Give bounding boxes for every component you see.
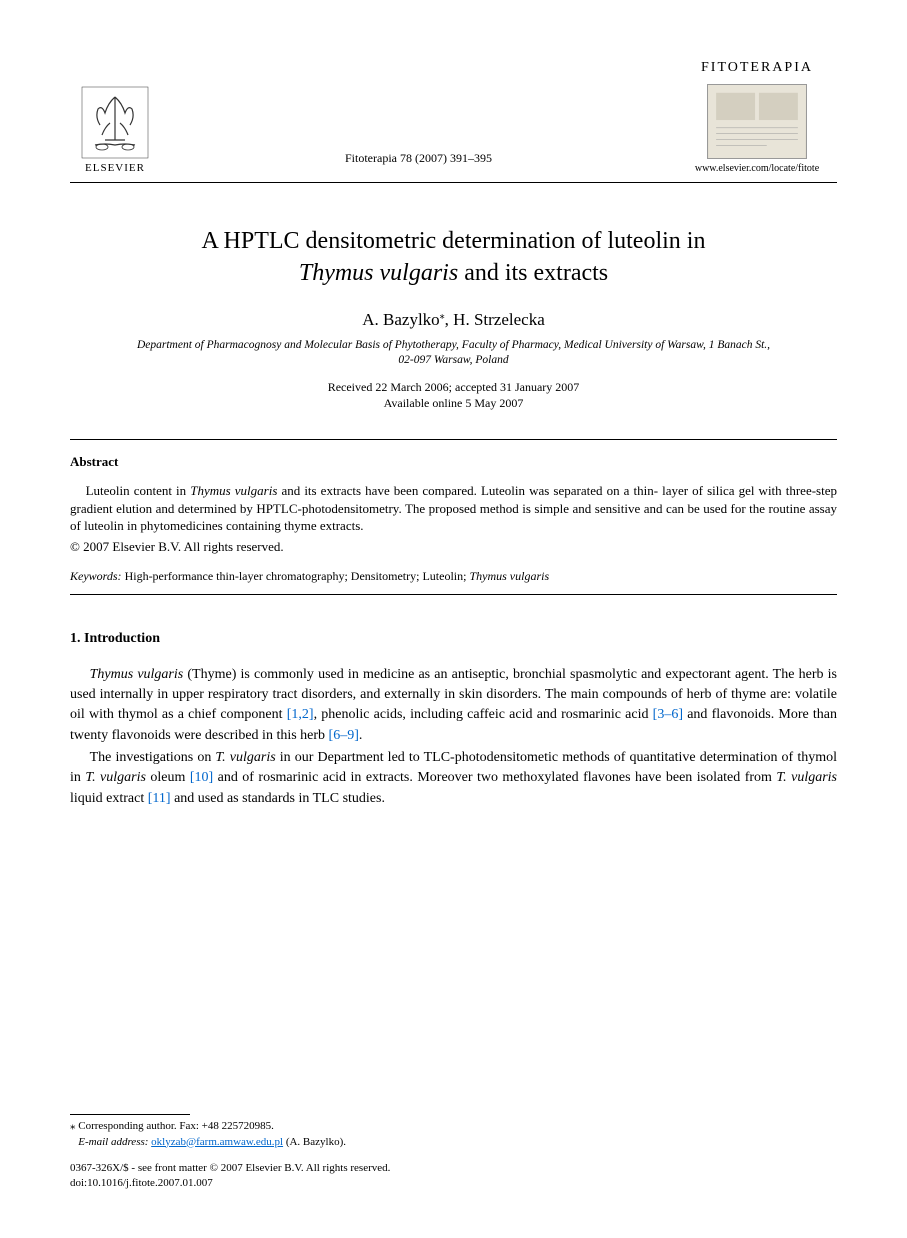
footnote-email-line: E-mail address: oklyzab@farm.amwaw.edu.p… — [70, 1135, 837, 1150]
p2-i1: T. vulgaris — [215, 750, 275, 765]
abstract-heading: Abstract — [70, 454, 837, 470]
elsevier-tree-icon — [80, 85, 150, 160]
keywords-species: Thymus vulgaris — [469, 569, 549, 583]
p2-i3: T. vulgaris — [776, 770, 837, 785]
dates-block: Received 22 March 2006; accepted 31 Janu… — [70, 379, 837, 411]
copyright-block: 0367-326X/$ - see front matter © 2007 El… — [70, 1161, 837, 1190]
header-rule — [70, 182, 837, 183]
abstract-bottom-rule — [70, 594, 837, 595]
ref-3-6[interactable]: [3–6] — [653, 707, 683, 722]
dates-received: Received 22 March 2006; accepted 31 Janu… — [328, 380, 580, 394]
p1-t3: , phenolic acids, including caffeic acid… — [314, 707, 653, 722]
publisher-label: ELSEVIER — [85, 162, 145, 174]
p2-t6: and used as standards in TLC studies. — [171, 791, 385, 806]
ref-1-2[interactable]: [1,2] — [287, 707, 314, 722]
email-link[interactable]: oklyzab@farm.amwaw.edu.pl — [151, 1136, 283, 1148]
ref-10[interactable]: [10] — [190, 770, 213, 785]
ref-11[interactable]: [11] — [148, 791, 171, 806]
authors: A. Bazylko⁎, H. Strzelecka — [70, 310, 837, 330]
p2-t4: and of rosmarinic acid in extracts. More… — [213, 770, 776, 785]
abstract-pre: Luteolin content in — [86, 483, 191, 498]
keywords-label: Keywords: — [70, 569, 125, 583]
abstract-species: Thymus vulgaris — [190, 483, 277, 498]
intro-p1: Thymus vulgaris (Thyme) is commonly used… — [70, 665, 837, 746]
citation-line: Fitoterapia 78 (2007) 391–395 — [160, 151, 677, 174]
abstract-copyright: © 2007 Elsevier B.V. All rights reserved… — [70, 539, 837, 555]
email-post: (A. Bazylko). — [283, 1136, 346, 1148]
footer-block: ⁎ Corresponding author. Fax: +48 2257209… — [70, 1114, 837, 1190]
p1-species: Thymus vulgaris — [90, 667, 184, 682]
publisher-block: ELSEVIER — [70, 85, 160, 174]
title-block: A HPTLC densitometric determination of l… — [110, 225, 797, 290]
journal-box: FITOTERAPIA www.elsevier.com/locate/fito… — [677, 60, 837, 174]
header-row: ELSEVIER Fitoterapia 78 (2007) 391–395 F… — [70, 60, 837, 174]
p1-t5: . — [359, 728, 363, 743]
keywords: Keywords: High-performance thin-layer ch… — [70, 569, 837, 584]
p2-t1: The investigations on — [90, 750, 216, 765]
footnote-rule — [70, 1114, 190, 1115]
author-2: H. Strzelecka — [453, 310, 545, 329]
journal-cover-icon — [707, 84, 807, 159]
author-1: A. Bazylko — [362, 310, 439, 329]
p2-t5: liquid extract — [70, 791, 148, 806]
intro-heading: 1. Introduction — [70, 631, 837, 647]
intro-p2: The investigations on T. vulgaris in our… — [70, 748, 837, 809]
corr-mark: ⁎ — [440, 310, 445, 321]
title-species: Thymus vulgaris — [299, 260, 458, 286]
p2-t3: oleum — [146, 770, 190, 785]
footnote-corr: ⁎ Corresponding author. Fax: +48 2257209… — [70, 1119, 837, 1134]
title-line1: A HPTLC densitometric determination of l… — [202, 228, 706, 254]
doi-line: doi:10.1016/j.fitote.2007.01.007 — [70, 1176, 837, 1190]
affiliation: Department of Pharmacognosy and Molecula… — [130, 338, 777, 369]
ref-6-9[interactable]: [6–9] — [329, 728, 359, 743]
journal-url[interactable]: www.elsevier.com/locate/fitote — [677, 163, 837, 174]
article-title: A HPTLC densitometric determination of l… — [110, 225, 797, 290]
keywords-text: High-performance thin-layer chromatograp… — [125, 569, 470, 583]
p2-i2: T. vulgaris — [85, 770, 146, 785]
title-line2-post: and its extracts — [458, 260, 608, 286]
dates-online: Available online 5 May 2007 — [384, 396, 524, 410]
corr-text: ⁎ Corresponding author. Fax: +48 2257209… — [70, 1120, 274, 1132]
email-label: E-mail address: — [78, 1136, 148, 1148]
abstract-top-rule — [70, 439, 837, 440]
journal-name: FITOTERAPIA — [677, 60, 837, 76]
abstract-body: Luteolin content in Thymus vulgaris and … — [70, 482, 837, 535]
issn-line: 0367-326X/$ - see front matter © 2007 El… — [70, 1161, 837, 1175]
